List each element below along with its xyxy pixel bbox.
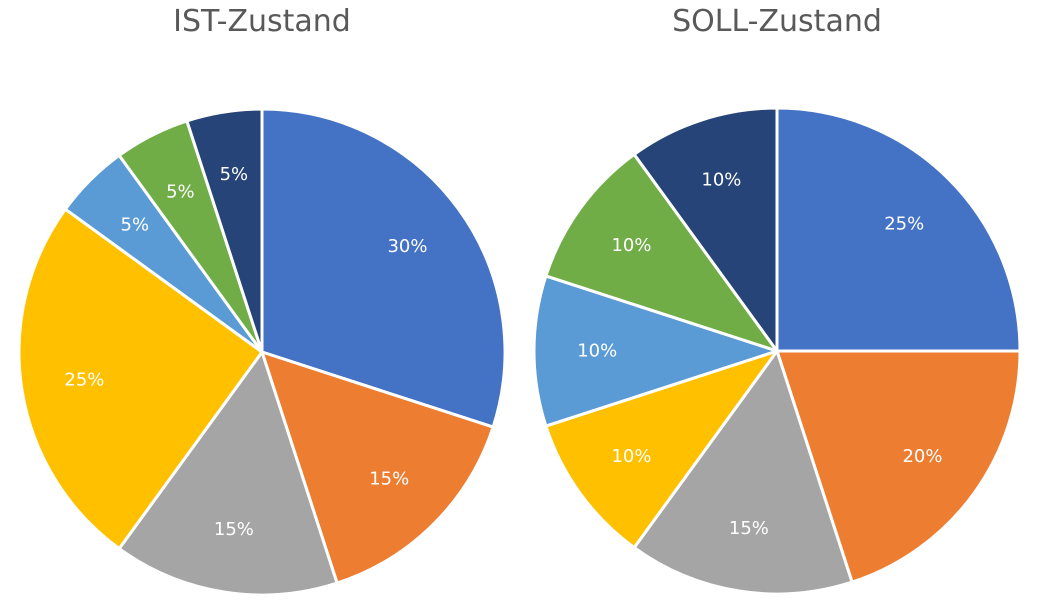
- slice-label-ist-7: 5%: [220, 164, 249, 185]
- slice-label-soll-1: 25%: [884, 213, 924, 234]
- pie-slice-soll-1: [775, 106, 1022, 353]
- pie-slice-soll-7: [632, 106, 779, 353]
- slice-label-soll-2: 20%: [902, 446, 942, 467]
- slice-label-soll-6: 10%: [611, 235, 651, 256]
- pie-slice-soll-3: [632, 349, 854, 596]
- pie-slice-soll-5: [532, 274, 779, 428]
- slice-label-ist-2: 15%: [369, 469, 409, 490]
- slice-label-ist-6: 5%: [166, 181, 195, 202]
- chart-title-soll: SOLL-Zustand: [672, 4, 882, 39]
- pie-slice-soll-6: [544, 152, 779, 353]
- slice-label-soll-7: 10%: [701, 170, 741, 191]
- slice-label-soll-3: 15%: [729, 518, 769, 539]
- slice-label-ist-5: 5%: [121, 214, 150, 235]
- slice-label-soll-4: 10%: [611, 446, 651, 467]
- pie-slice-ist-3: [117, 350, 339, 597]
- pie-slice-soll-2: [775, 349, 1022, 584]
- chart-title-ist: IST-Zustand: [173, 4, 351, 39]
- pie-slice-ist-4: [17, 207, 264, 551]
- slice-label-soll-5: 10%: [577, 341, 617, 362]
- pie-slice-ist-7: [185, 107, 264, 354]
- pie-slice-soll-4: [544, 349, 779, 550]
- pie-slice-ist-1: [260, 107, 507, 429]
- slice-label-ist-3: 15%: [214, 519, 254, 540]
- slice-label-ist-1: 30%: [387, 236, 427, 257]
- slice-label-ist-4: 25%: [64, 370, 104, 391]
